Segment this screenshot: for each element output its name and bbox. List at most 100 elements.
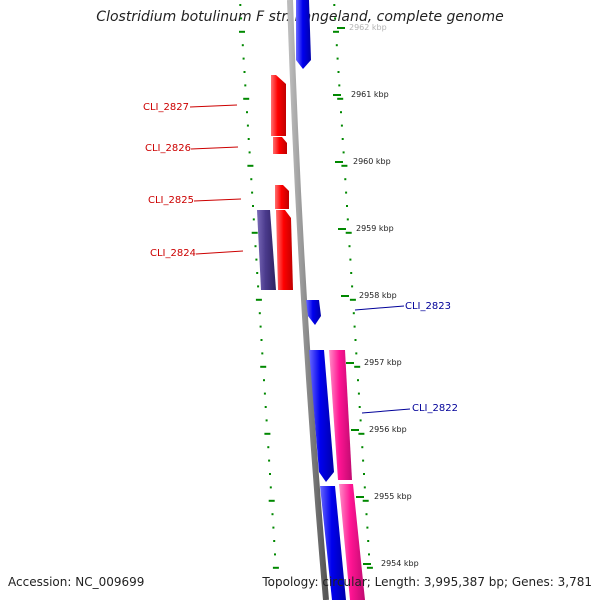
outer-ring-dot [340,124,343,127]
inner-ring-dot [260,339,263,341]
outer-ring-dot [352,312,355,315]
backbone-line [287,0,329,600]
outer-ring-dot [354,365,361,368]
outer-ring-dot [363,486,366,489]
inner-ring-dot [257,285,260,288]
gene-cli-2825[interactable] [275,185,289,209]
kbp-tick-2962: 2962 kbp [349,23,387,32]
inner-ring-dot [271,513,274,516]
inner-ring-dot [274,553,276,556]
leader-line-cli-2826 [190,146,239,150]
label-cli-2823[interactable]: CLI_2823 [405,301,451,312]
inner-ring-dot [268,459,271,462]
inner-ring-dot [250,178,253,181]
label-cli-2824[interactable]: CLI_2824 [150,248,196,259]
outer-ring-dot [335,44,338,47]
gene-purple[interactable] [257,210,276,290]
inner-ring-dot [239,4,242,6]
inner-ring-dot [268,499,275,502]
kbp-tick-2954: 2954 kbp [381,559,419,568]
outer-ring-dot [345,231,352,234]
kbp-tick-2959: 2959 kbp [356,224,394,233]
inner-ring-dot [247,138,250,140]
outer-ring-dot [358,406,361,408]
inner-ring-dot [259,325,262,328]
outer-ring-dot [350,272,353,274]
inner-ring-dot [260,365,267,368]
outer-ring-dot [334,17,337,20]
label-cli-2827[interactable]: CLI_2827 [143,102,189,113]
outer-ring-dot [367,540,370,542]
outer-ring-dot [355,352,358,355]
inner-ring-dot [255,298,262,301]
inner-ring-dot [258,312,261,315]
leader-line-cli-2824 [195,250,244,255]
outer-ring-dot [358,432,365,435]
label-cli-2826[interactable]: CLI_2826 [145,143,191,154]
inner-ring-dot [246,124,249,127]
outer-ring-dot [368,553,370,556]
outer-ring-dot [353,325,356,328]
outer-ring-dot [357,379,359,382]
inner-ring-dot [252,218,255,221]
inner-ring-dot [241,44,244,47]
inner-ring-dot [244,84,247,87]
outer-ring-dot [337,97,344,100]
outer-ring-dot [362,459,365,462]
gene-pink-lower[interactable] [339,484,365,600]
gene-top-forward[interactable] [296,0,311,69]
outer-ring-dots [333,4,373,569]
outer-ring-dot [333,30,339,33]
kbp-tick-2955: 2955 kbp [374,492,412,501]
outer-ring-dot [341,138,344,140]
outer-ring-dot [344,178,347,181]
inner-ring-dot [272,566,279,569]
inner-ring-dot [255,258,258,261]
inner-ring-dot [254,245,257,248]
leader-line-cli-2823 [354,305,405,311]
leader-line-cli-2822 [361,408,411,414]
inner-ring-dot [251,231,258,234]
outer-ring-dot [333,4,336,6]
inner-ring-dot [269,473,271,475]
gene-cli-2824[interactable] [276,210,293,290]
outer-ring-dot [357,392,360,395]
inner-ring-dot [239,30,245,33]
inner-ring-dot [248,151,251,154]
outer-ring-dot [351,285,354,288]
inner-ring-dot [243,71,246,73]
gene-cli-2822-blue[interactable] [309,350,334,482]
inner-ring-dot [252,205,254,207]
kbp-tick-2956: 2956 kbp [369,425,407,434]
leader-line-cli-2827 [189,104,238,108]
outer-ring-dot [363,473,365,475]
outer-ring-dot [337,71,340,73]
kbp-tick-2960: 2960 kbp [353,157,391,166]
outer-ring-dot [336,57,339,60]
label-cli-2822[interactable]: CLI_2822 [412,403,458,414]
kbp-tick-2957: 2957 kbp [364,358,402,367]
outer-ring-dot [365,513,368,516]
inner-ring-dot [243,97,250,100]
outer-ring-dot [341,164,348,167]
gene-cli-2822-pink[interactable] [329,350,352,480]
leader-line-cli-2825 [193,198,242,202]
outer-ring-dot [361,446,364,449]
inner-ring-dots [239,4,279,569]
gene-cli-2823[interactable] [306,300,321,325]
inner-ring-dot [247,164,254,167]
gene-blue-lower[interactable] [320,486,346,600]
inner-ring-dot [267,446,270,449]
outer-ring-dot [359,419,362,422]
label-cli-2825[interactable]: CLI_2825 [148,195,194,206]
outer-ring-dot [354,339,357,341]
inner-ring-dot [256,272,259,274]
outer-ring-dot [338,84,341,87]
kbp-tick-2961: 2961 kbp [351,90,389,99]
outer-ring-dot [342,151,345,154]
outer-ring-dot [362,499,369,502]
gene-cli-2827[interactable] [271,75,286,136]
accession-text: Accession: NC_009699 [8,575,145,589]
gene-cli-2826[interactable] [273,137,287,154]
